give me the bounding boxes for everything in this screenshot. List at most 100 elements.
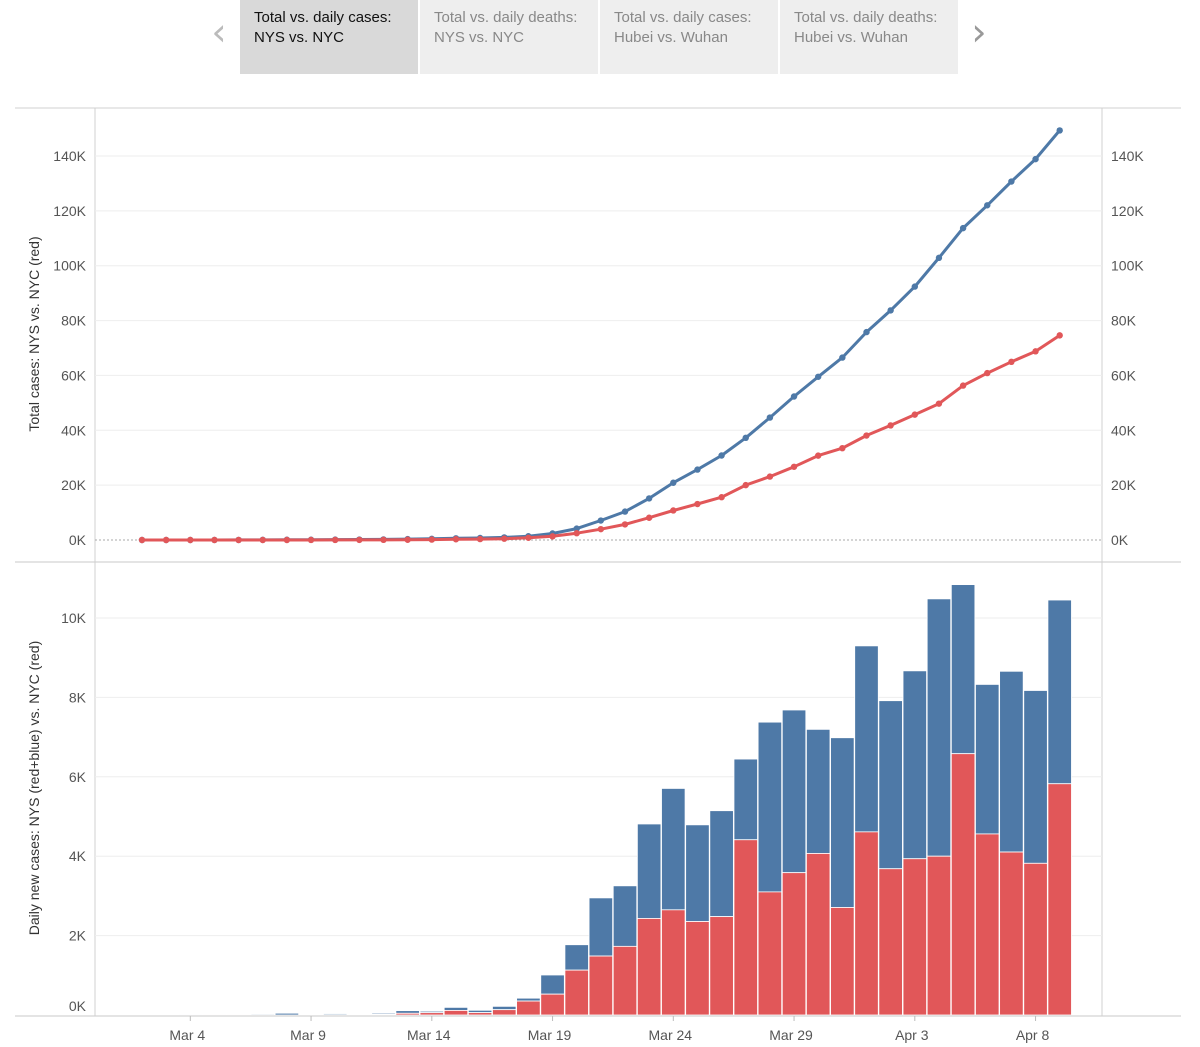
nyc-bar: [347, 1013, 372, 1016]
nys-bar: [854, 645, 879, 833]
tab-cases-nys-nyc[interactable]: Total vs. daily cases: NYS vs. NYC: [240, 0, 418, 74]
nys-bar: [516, 997, 541, 1002]
tab-deaths-nys-nyc[interactable]: Total vs. daily deaths: NYS vs. NYC: [420, 0, 598, 74]
chevron-right-icon[interactable]: ›: [971, 10, 987, 54]
nys-bar: [588, 897, 614, 957]
data-point: [839, 444, 846, 452]
data-point: [935, 400, 943, 407]
nyc-bar: [1023, 862, 1048, 1016]
nyc-bar: [975, 833, 1000, 1016]
data-point: [742, 481, 749, 489]
y-tick-label-right: 0K: [1111, 532, 1129, 548]
nys-bar: [274, 1012, 300, 1016]
y-tick-label-left: 40K: [61, 422, 87, 438]
data-point: [1056, 127, 1063, 134]
nys-bar: [492, 1005, 517, 1011]
data-point: [138, 536, 146, 544]
tab-label-line1: Total vs. daily deaths:: [794, 9, 938, 26]
nyc-bar: [395, 1012, 420, 1016]
nyc-bar: [999, 851, 1024, 1016]
data-point: [718, 494, 725, 501]
data-point: [235, 536, 242, 544]
nys-total-line: [142, 129, 1061, 542]
data-point: [597, 525, 605, 533]
data-point: [766, 473, 774, 480]
data-point: [694, 500, 701, 508]
y-tick-label-right: 100K: [1111, 258, 1144, 274]
nys-bar: [443, 1006, 469, 1011]
y-tick-label: 0K: [69, 998, 87, 1014]
tab-cases-hubei-wuhan[interactable]: Total vs. daily cases: Hubei vs. Wuhan: [600, 0, 778, 74]
y-tick-label-left: 140K: [53, 148, 86, 164]
data-point: [1008, 178, 1015, 185]
nys-bar: [709, 810, 734, 918]
data-point: [187, 536, 194, 544]
y-tick-label-right: 120K: [1111, 203, 1144, 219]
nyc-bar: [636, 918, 662, 1016]
nyc-bar: [902, 858, 927, 1016]
data-point: [1008, 358, 1015, 366]
data-point: [332, 536, 339, 544]
nyc-bar: [733, 839, 758, 1016]
y-axis-title: Total cases: NYS vs. NYC (red): [26, 236, 42, 431]
y-tick-label: 2K: [69, 928, 87, 944]
tab-label-line1: Total vs. daily cases:: [254, 9, 392, 26]
chevron-left-icon[interactable]: ‹: [211, 10, 227, 54]
y-tick-label-left: 20K: [61, 477, 87, 493]
nys-bar: [733, 758, 758, 841]
nys-bar: [781, 709, 807, 874]
nys-bar: [950, 584, 976, 755]
data-point: [911, 283, 918, 290]
nyc-bar: [516, 1000, 541, 1016]
data-point: [211, 536, 218, 544]
data-point: [452, 536, 460, 543]
nyc-bar: [709, 916, 734, 1016]
nys-bar: [636, 823, 662, 919]
x-tick-label: Mar 24: [649, 1027, 693, 1043]
data-point: [694, 466, 701, 473]
y-tick-label-left: 60K: [61, 367, 87, 383]
nyc-bar: [419, 1012, 444, 1016]
x-tick-label: Mar 29: [769, 1027, 813, 1043]
tab-label-line2: NYS vs. NYC: [434, 29, 525, 46]
y-tick-label-left: 80K: [61, 313, 87, 329]
nyc-bar: [467, 1012, 493, 1016]
data-point: [984, 202, 991, 209]
nyc-bar: [661, 909, 686, 1016]
data-point: [984, 369, 991, 377]
data-point: [404, 536, 411, 543]
y-tick-label-right: 60K: [1111, 367, 1137, 383]
nyc-bar: [564, 969, 589, 1016]
nyc-bar: [854, 831, 879, 1016]
data-point: [283, 536, 291, 544]
x-tick-label: Mar 19: [528, 1027, 572, 1043]
nyc-bar: [443, 1010, 469, 1016]
tab-deaths-hubei-wuhan[interactable]: Total vs. daily deaths: Hubei vs. Wuhan: [780, 0, 958, 74]
y-tick-label: 10K: [61, 610, 87, 626]
data-point: [718, 452, 725, 459]
data-point: [815, 373, 822, 380]
nys-bar: [1047, 599, 1072, 785]
data-point: [573, 530, 580, 537]
x-tick-label: Mar 9: [290, 1027, 326, 1043]
data-point: [959, 382, 967, 389]
data-point: [863, 432, 870, 439]
x-tick-label: Apr 8: [1016, 1027, 1050, 1043]
y-tick-label-right: 40K: [1111, 422, 1137, 438]
x-tick-label: Apr 3: [895, 1027, 929, 1043]
nys-bar: [902, 670, 927, 860]
nys-bar: [661, 788, 686, 911]
nys-bar: [564, 944, 589, 971]
x-tick-label: Mar 14: [407, 1027, 451, 1043]
y-tick-label: 8K: [69, 689, 87, 705]
nyc-bar: [371, 1013, 396, 1016]
nyc-bar: [588, 955, 614, 1016]
nys-bar: [806, 728, 831, 854]
data-point: [959, 224, 967, 232]
nys-bar: [540, 974, 565, 995]
data-point: [162, 536, 170, 544]
nyc-bar: [757, 891, 783, 1016]
data-point: [1032, 155, 1039, 163]
nyc-bar: [612, 945, 638, 1016]
